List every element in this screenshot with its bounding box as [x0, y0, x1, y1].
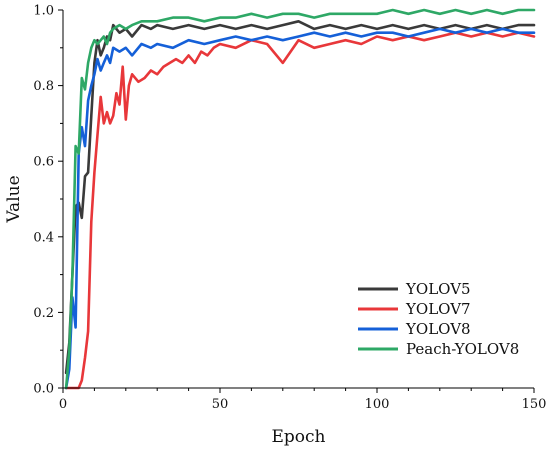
- series-line-yolov8: [64, 27, 536, 390]
- y-tick-label: 0.8: [33, 79, 54, 94]
- legend-label: YOLOV5: [405, 280, 471, 298]
- legend: YOLOV5 YOLOV7 YOLOV8 Peach-YOLOV8: [358, 280, 519, 358]
- series-layer: [64, 8, 536, 390]
- series-line-peach-yolov8: [64, 8, 536, 390]
- x-axis-title: Epoch: [272, 427, 326, 447]
- legend-label: YOLOV8: [405, 320, 471, 338]
- series-line-yolov7: [64, 31, 536, 390]
- y-tick-label: 0.0: [33, 382, 54, 397]
- ticks-layer: 0 50 100 150 0.0 0.2 0.4 0.6 0.8 1.0: [33, 4, 546, 413]
- y-axis-title: Value: [4, 175, 24, 223]
- legend-label: Peach-YOLOV8: [406, 340, 519, 358]
- series-line-yolov5: [64, 20, 536, 375]
- x-tick-label: 0: [59, 397, 67, 412]
- y-tick-label: 0.4: [33, 230, 54, 245]
- x-tick-label: 150: [522, 397, 547, 412]
- x-tick-label: 50: [212, 397, 229, 412]
- legend-label: YOLOV7: [405, 300, 471, 318]
- y-tick-label: 1.0: [33, 4, 54, 19]
- x-tick-label: 100: [365, 397, 390, 412]
- y-tick-label: 0.2: [33, 306, 54, 321]
- y-tick-label: 0.6: [33, 155, 54, 170]
